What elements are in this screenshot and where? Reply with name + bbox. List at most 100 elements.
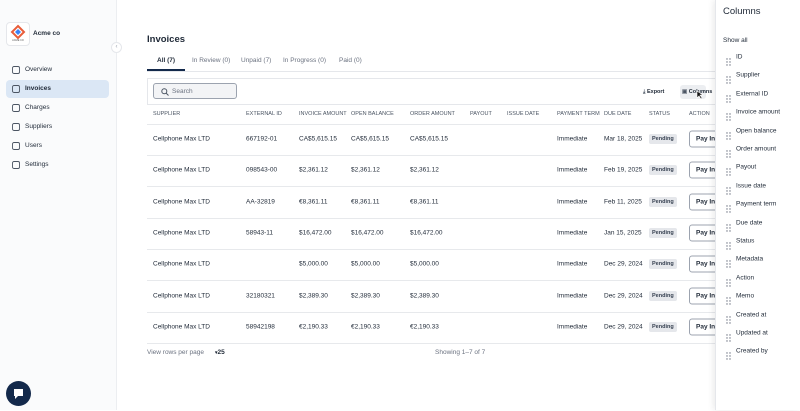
tab[interactable]: All (7) — [157, 57, 176, 64]
table-cell: $5,000.00 — [299, 260, 328, 268]
nav-label: Invoices — [25, 85, 52, 92]
collapse-button[interactable]: ‹ — [111, 42, 122, 53]
tab[interactable]: Paid (0) — [339, 57, 362, 64]
nav-item[interactable]: Suppliers — [6, 118, 109, 136]
table-cell: AA-32819 — [246, 198, 275, 206]
tab[interactable]: In Review (0) — [192, 57, 231, 64]
table-cell: $16,472.00 — [299, 229, 332, 237]
column-header: INVOICE AMOUNT — [299, 111, 347, 117]
row-divider — [147, 280, 727, 282]
chat-button[interactable] — [6, 381, 31, 406]
column-option[interactable]: External ID — [736, 90, 769, 98]
export-label: Export — [646, 89, 665, 95]
drag-handle — [726, 329, 731, 347]
table-cell: Mar 18, 2025 — [604, 135, 643, 143]
table-cell: $16,472.00 — [410, 229, 443, 237]
table-cell: $2,389.30 — [299, 292, 328, 299]
column-option[interactable]: Invoice amount — [736, 108, 781, 116]
nav-item[interactable]: Charges — [6, 99, 109, 117]
drag-handle — [726, 292, 731, 310]
row-divider — [147, 124, 727, 125]
rows-per-page-label: View rows per page — [147, 349, 204, 356]
table-cell: €8,361.11 — [299, 198, 328, 206]
column-option[interactable]: ID — [736, 53, 743, 61]
table-cell: Dec 29, 2024 — [604, 292, 643, 299]
column-option[interactable]: Supplier — [736, 71, 760, 79]
drag-handle — [726, 219, 731, 237]
tab[interactable]: Unpaid (7) — [241, 57, 272, 64]
toolbar: Search ⤓ Export ▣ Columns — [147, 78, 727, 104]
nav-label: Charges — [25, 104, 50, 111]
table-border — [147, 104, 727, 105]
tab-underline — [147, 69, 185, 71]
logo-mark — [10, 24, 26, 40]
column-option[interactable]: Open balance — [736, 127, 777, 135]
column-option[interactable]: Payment term — [736, 200, 777, 208]
table-cell: $2,361.12 — [410, 166, 439, 174]
column-option[interactable]: Memo — [736, 292, 755, 300]
table-cell: $2,389.30 — [410, 292, 439, 299]
column-option[interactable]: Created by — [736, 347, 768, 355]
nav-item[interactable]: Invoices — [6, 80, 109, 98]
row-divider — [147, 248, 727, 250]
column-header: ACTION — [689, 111, 710, 117]
drag-handle — [726, 255, 731, 273]
drag-handle — [726, 347, 731, 365]
column-option[interactable]: Issue date — [736, 182, 766, 190]
search-icon — [161, 88, 169, 96]
nav-label: Suppliers — [25, 123, 53, 130]
column-header: EXTERNAL ID — [246, 111, 282, 117]
column-header: PAYMENT TERM — [557, 111, 600, 117]
nav-item[interactable]: Users — [6, 137, 109, 155]
row-divider — [147, 311, 727, 313]
nav-item[interactable]: Settings — [6, 156, 109, 174]
column-option[interactable]: Order amount — [736, 145, 777, 153]
table-cell: $2,389.30 — [351, 292, 380, 299]
table-cell: $2,361.12 — [299, 166, 328, 174]
drag-handle — [726, 127, 731, 145]
row-divider — [147, 186, 727, 188]
drag-handle — [726, 274, 731, 292]
column-option[interactable]: Status — [736, 237, 755, 245]
nav-icon — [12, 123, 20, 131]
nav-icon — [12, 104, 20, 112]
status-badge: Pending — [649, 165, 677, 176]
nav-item[interactable]: Overview — [6, 61, 109, 79]
column-option[interactable]: Created at — [736, 311, 767, 319]
column-header: STATUS — [649, 111, 670, 117]
rows-per-page-select[interactable]: ▾25 — [215, 349, 225, 356]
column-option[interactable]: Payout — [736, 163, 757, 171]
table-cell: Feb 11, 2025 — [604, 198, 642, 206]
cursor — [696, 90, 704, 100]
show-all[interactable]: Show all — [723, 37, 748, 44]
table-cell: Immediate — [557, 135, 588, 143]
table-cell: Cellphone Max LTD — [153, 260, 210, 268]
table-cell: Dec 29, 2024 — [604, 260, 643, 268]
table-cell: Cellphone Max LTD — [153, 166, 210, 174]
drag-handle — [726, 90, 731, 108]
columns-label: Columns — [688, 89, 713, 95]
columns-panel: Columns Show all ID Supplier External ID In… — [715, 0, 800, 410]
table-cell: Immediate — [557, 166, 588, 174]
column-option[interactable]: Updated at — [736, 329, 768, 337]
column-option[interactable]: Action — [736, 274, 755, 282]
table-cell: 667192-01 — [246, 135, 278, 143]
status-badge: Pending — [649, 321, 677, 332]
row-divider — [147, 217, 727, 219]
column-header: PAYOUT — [470, 111, 492, 117]
table-cell: €8,361.11 — [351, 198, 380, 206]
status-badge: Pending — [649, 134, 677, 144]
table-cell: Dec 29, 2024 — [604, 323, 643, 331]
search-input[interactable]: Search — [153, 83, 237, 99]
logo[interactable]: ACME CO — [6, 22, 30, 46]
table-cell: Jan 15, 2025 — [604, 229, 642, 237]
column-option[interactable]: Metadata — [736, 255, 764, 263]
export-button[interactable]: ⤓ Export — [643, 89, 665, 95]
tab[interactable]: In Progress (0) — [283, 57, 326, 64]
nav-icon — [12, 161, 20, 169]
drag-handle — [726, 163, 731, 181]
column-option[interactable]: Due date — [736, 219, 763, 227]
drag-handle — [726, 71, 731, 89]
table-cell: $5,000.00 — [351, 260, 380, 268]
